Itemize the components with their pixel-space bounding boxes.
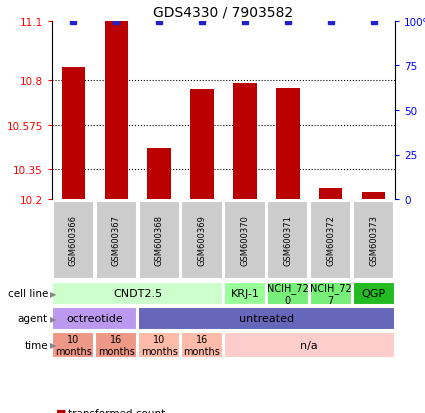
Text: n/a: n/a: [300, 340, 318, 350]
Bar: [181, 332, 223, 358]
Text: GSM600370: GSM600370: [241, 215, 249, 266]
Bar: [224, 282, 266, 305]
Text: ▶: ▶: [50, 341, 57, 350]
Text: transformed count: transformed count: [68, 408, 165, 413]
Bar: [353, 282, 394, 305]
Bar: [147, 148, 171, 199]
Title: GDS4330 / 7903582: GDS4330 / 7903582: [153, 5, 294, 19]
Bar: [362, 192, 385, 199]
Bar: [276, 89, 300, 199]
Text: GSM600367: GSM600367: [112, 215, 121, 266]
Bar: [53, 201, 94, 280]
Text: octreotide: octreotide: [66, 314, 123, 324]
Bar: [95, 332, 137, 358]
Text: NCIH_72
0: NCIH_72 0: [267, 282, 309, 305]
Text: GSM600369: GSM600369: [198, 215, 207, 266]
Bar: [138, 307, 394, 330]
Text: ▶: ▶: [50, 314, 57, 323]
Text: GSM600371: GSM600371: [283, 215, 292, 266]
Bar: [310, 282, 352, 305]
Text: 16
months: 16 months: [98, 335, 135, 356]
Bar: [52, 332, 94, 358]
Bar: [190, 90, 214, 199]
Text: GSM600372: GSM600372: [326, 215, 335, 266]
Text: GSM600373: GSM600373: [369, 215, 378, 266]
Text: QGP: QGP: [362, 289, 385, 299]
Bar: [52, 282, 223, 305]
Bar: [181, 201, 223, 280]
Bar: [224, 332, 394, 358]
Text: agent: agent: [18, 314, 48, 324]
Text: untreated: untreated: [239, 314, 294, 324]
Text: KRJ-1: KRJ-1: [230, 289, 259, 299]
Text: ▶: ▶: [50, 289, 57, 298]
Text: time: time: [24, 340, 48, 350]
Bar: [233, 84, 257, 199]
Bar: [310, 201, 351, 280]
Text: GSM600368: GSM600368: [155, 215, 164, 266]
Text: NCIH_72
7: NCIH_72 7: [310, 282, 351, 305]
Bar: [224, 201, 266, 280]
Text: 10
months: 10 months: [55, 335, 92, 356]
Bar: [319, 189, 343, 199]
Bar: [353, 201, 394, 280]
Bar: [138, 332, 180, 358]
Text: 16
months: 16 months: [184, 335, 221, 356]
Bar: [139, 201, 180, 280]
Bar: [267, 201, 309, 280]
Bar: [267, 282, 309, 305]
Text: ■: ■: [56, 408, 66, 413]
Bar: [96, 201, 137, 280]
Text: CNDT2.5: CNDT2.5: [113, 289, 162, 299]
Text: GSM600366: GSM600366: [69, 215, 78, 266]
Bar: [105, 22, 128, 199]
Bar: [52, 307, 137, 330]
Text: cell line: cell line: [8, 289, 48, 299]
Bar: [62, 68, 85, 199]
Text: 10
months: 10 months: [141, 335, 178, 356]
